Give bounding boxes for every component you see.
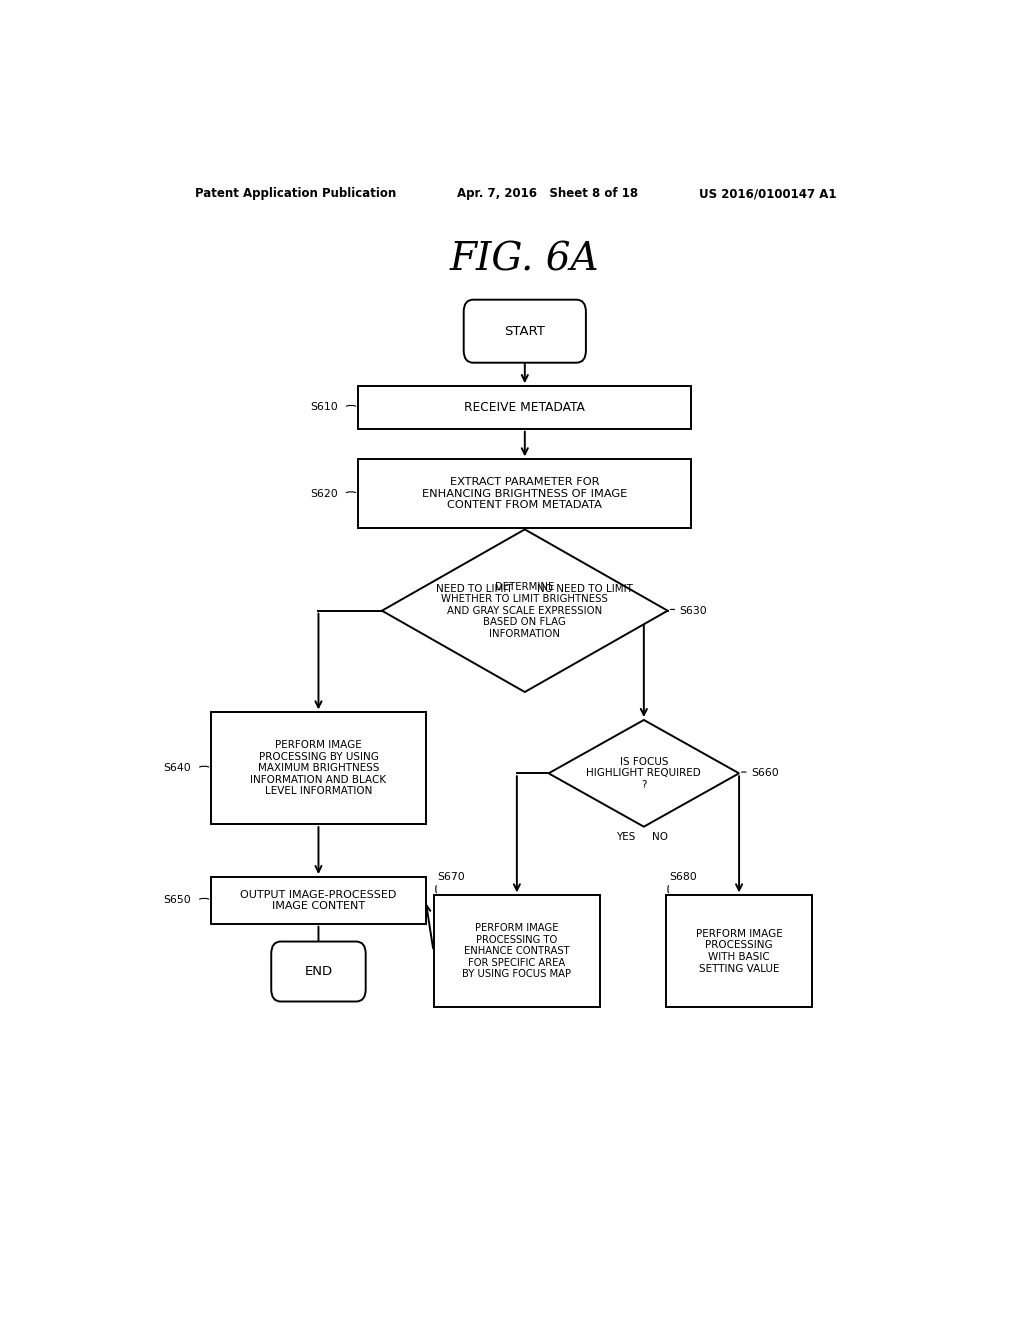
FancyBboxPatch shape (271, 941, 366, 1002)
Text: S630: S630 (680, 606, 708, 615)
Text: END: END (304, 965, 333, 978)
Text: S620: S620 (310, 488, 338, 499)
Text: NO NEED TO LIMIT: NO NEED TO LIMIT (537, 585, 633, 594)
Bar (433, 895, 600, 1007)
Text: PERFORM IMAGE
PROCESSING
WITH BASIC
SETTING VALUE: PERFORM IMAGE PROCESSING WITH BASIC SETT… (695, 929, 782, 974)
Bar (358, 459, 691, 528)
Text: Patent Application Publication: Patent Application Publication (196, 187, 396, 201)
Text: RECEIVE METADATA: RECEIVE METADATA (464, 401, 586, 414)
Text: Apr. 7, 2016   Sheet 8 of 18: Apr. 7, 2016 Sheet 8 of 18 (458, 187, 639, 201)
Text: S660: S660 (751, 768, 778, 779)
Text: PERFORM IMAGE
PROCESSING TO
ENHANCE CONTRAST
FOR SPECIFIC AREA
BY USING FOCUS MA: PERFORM IMAGE PROCESSING TO ENHANCE CONT… (463, 923, 571, 979)
Text: S640: S640 (164, 763, 191, 774)
Polygon shape (382, 529, 668, 692)
Text: US 2016/0100147 A1: US 2016/0100147 A1 (699, 187, 837, 201)
Text: NEED TO LIMIT: NEED TO LIMIT (436, 585, 513, 594)
Text: S650: S650 (164, 895, 191, 906)
Text: PERFORM IMAGE
PROCESSING BY USING
MAXIMUM BRIGHTNESS
INFORMATION AND BLACK
LEVEL: PERFORM IMAGE PROCESSING BY USING MAXIMU… (251, 741, 386, 796)
Bar (358, 385, 691, 429)
FancyBboxPatch shape (464, 300, 586, 363)
Text: S670: S670 (437, 873, 465, 882)
Bar (666, 895, 812, 1007)
Text: OUTPUT IMAGE-PROCESSED
IMAGE CONTENT: OUTPUT IMAGE-PROCESSED IMAGE CONTENT (241, 890, 396, 911)
Text: FIG. 6A: FIG. 6A (450, 242, 600, 279)
Bar (211, 876, 426, 924)
Text: YES: YES (616, 832, 636, 842)
Text: START: START (505, 325, 545, 338)
Text: DETERMINE
WHETHER TO LIMIT BRIGHTNESS
AND GRAY SCALE EXPRESSION
BASED ON FLAG
IN: DETERMINE WHETHER TO LIMIT BRIGHTNESS AN… (441, 582, 608, 639)
Bar (211, 713, 426, 824)
Polygon shape (549, 719, 739, 826)
Text: IS FOCUS
HIGHLIGHT REQUIRED
?: IS FOCUS HIGHLIGHT REQUIRED ? (587, 756, 701, 789)
Text: S680: S680 (670, 873, 697, 882)
Text: S610: S610 (310, 403, 338, 412)
Text: NO: NO (652, 832, 668, 842)
Text: EXTRACT PARAMETER FOR
ENHANCING BRIGHTNESS OF IMAGE
CONTENT FROM METADATA: EXTRACT PARAMETER FOR ENHANCING BRIGHTNE… (422, 478, 628, 511)
